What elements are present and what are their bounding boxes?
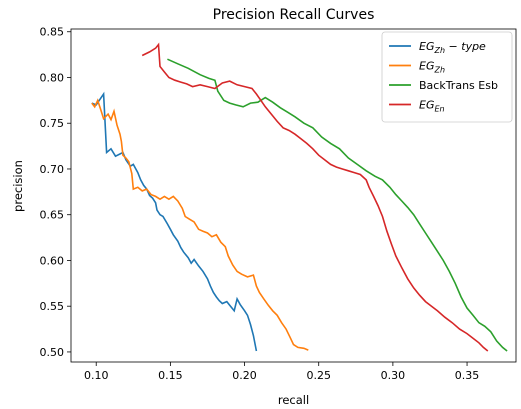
legend-entry-main: EG xyxy=(419,60,434,73)
legend-entry-subscript: En xyxy=(434,105,444,114)
chart-title: Precision Recall Curves xyxy=(213,7,375,23)
legend-entry-subscript: Zh xyxy=(433,46,445,55)
y-tick-label: 0.80 xyxy=(40,71,65,84)
y-axis-ticks: 0.50 0.55 0.60 0.65 0.70 0.75 0.80 0.85 xyxy=(40,26,71,359)
x-tick-label: 0.10 xyxy=(84,369,109,382)
series-line-2 xyxy=(167,58,508,352)
legend-entry-main: EG xyxy=(419,99,434,112)
y-axis-label: precision xyxy=(11,160,25,212)
legend-entry-1: EGZh xyxy=(419,60,445,75)
series-line-3 xyxy=(141,42,489,352)
plot-area: 0.10 0.15 0.20 0.25 0.30 0.35 0.50 0.55 0.60 0.6… xyxy=(40,26,517,382)
y-tick-label: 0.85 xyxy=(40,26,65,39)
legend-entry-main: BackTrans Esb xyxy=(419,79,498,92)
x-tick-label: 0.30 xyxy=(381,369,406,382)
legend-entry-subscript: Zh xyxy=(433,66,445,75)
legend-entry-suffix: − type xyxy=(445,40,486,53)
x-tick-label: 0.20 xyxy=(232,369,257,382)
y-tick-label: 0.55 xyxy=(40,300,65,313)
series-line-1 xyxy=(91,98,309,351)
x-tick-label: 0.25 xyxy=(306,369,331,382)
legend-entry-2: BackTrans Esb xyxy=(419,79,498,92)
legend-box xyxy=(381,31,513,123)
legend-entry-main: EG xyxy=(419,40,434,53)
x-axis-ticks: 0.10 0.15 0.20 0.25 0.30 0.35 xyxy=(84,362,479,382)
y-tick-label: 0.75 xyxy=(40,117,65,130)
x-tick-label: 0.15 xyxy=(158,369,183,382)
legend-entry-0: EGZh − type xyxy=(419,40,486,55)
y-tick-label: 0.70 xyxy=(40,163,65,176)
axes-frame xyxy=(70,28,517,363)
y-tick-label: 0.60 xyxy=(40,254,65,267)
x-axis-label: recall xyxy=(278,393,309,407)
x-tick-label: 0.35 xyxy=(455,369,480,382)
y-tick-label: 0.65 xyxy=(40,209,65,222)
legend-entry-3: EGEn xyxy=(419,99,445,114)
series-layer xyxy=(91,42,508,352)
y-tick-label: 0.50 xyxy=(40,346,65,359)
